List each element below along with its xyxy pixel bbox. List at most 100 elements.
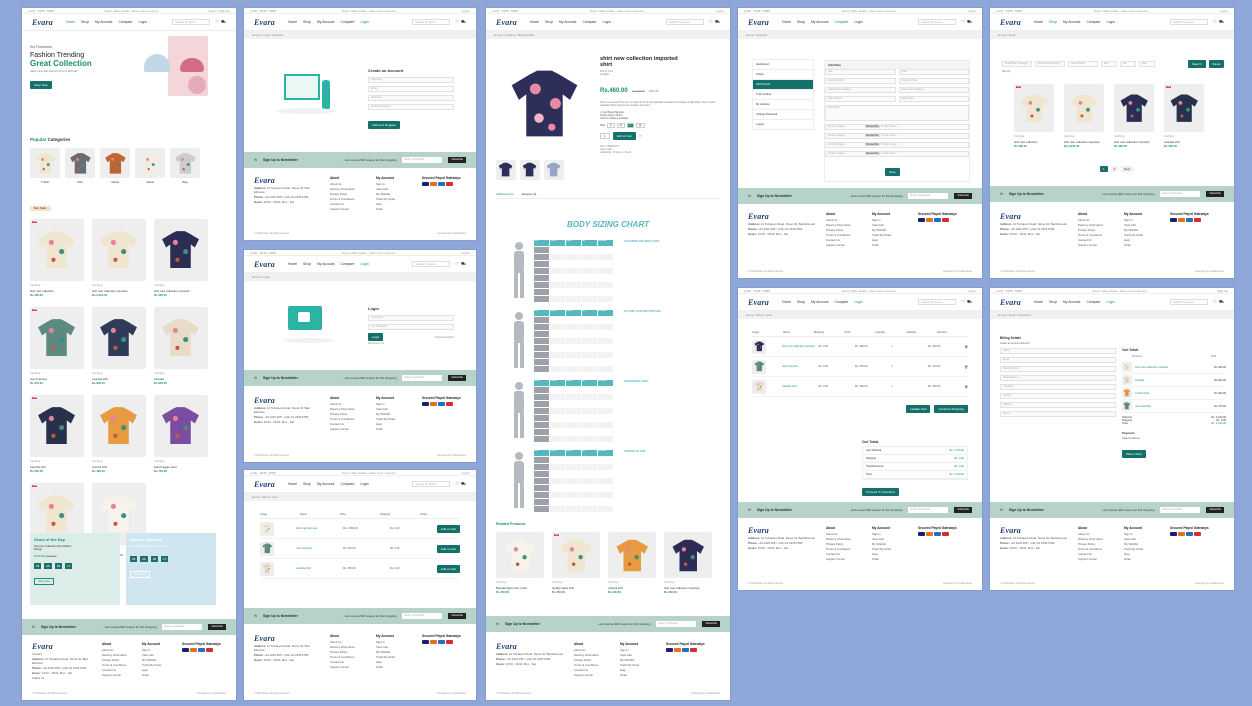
nav-compare[interactable]: Compare	[340, 20, 355, 24]
row-quantity[interactable]: 1	[891, 365, 893, 368]
footer-link[interactable]: Help	[376, 422, 382, 426]
heart-icon[interactable]: ♡	[961, 299, 965, 304]
footer-link[interactable]: Privacy Policy	[826, 228, 844, 232]
footer-link[interactable]: View Cart	[1124, 537, 1137, 541]
search-button[interactable]: Search	[1188, 60, 1206, 68]
product-image[interactable]: Hot	[30, 395, 84, 457]
newsletter-email-input[interactable]: Enter Your Email	[402, 375, 443, 381]
password-field[interactable]: Password	[368, 95, 454, 101]
product-image[interactable]: Hot	[552, 532, 600, 578]
nav-home[interactable]: Home	[66, 20, 76, 24]
cart-icon[interactable]: ⛟	[714, 19, 720, 24]
heart-icon[interactable]: ♡	[1213, 299, 1217, 304]
nav-compare[interactable]: Compare	[582, 20, 597, 24]
footer-link[interactable]: Contact Us	[826, 552, 840, 556]
add-to-cart-button[interactable]: Add to Cart	[436, 524, 460, 533]
quantity-stepper[interactable]: 1	[600, 133, 610, 139]
footer-link[interactable]: Delivery Information	[826, 223, 851, 227]
size-option[interactable]: XL	[636, 123, 645, 128]
product-image[interactable]: Hot	[1014, 84, 1054, 132]
product-card[interactable]: Clothing colorful shirt Rs.490.00	[92, 395, 146, 473]
choose-file-button[interactable]: Choose File	[864, 125, 880, 128]
thumbnail[interactable]	[520, 160, 540, 180]
footer-link[interactable]: Delivery Information	[574, 653, 599, 657]
footer-link[interactable]: Contact Us	[330, 660, 344, 664]
nav-home[interactable]: Home	[782, 300, 792, 304]
heart-icon[interactable]: ♡	[215, 19, 219, 24]
search-input[interactable]: Search for items...	[1170, 19, 1209, 25]
logo[interactable]: Evara	[254, 259, 275, 269]
footer-link[interactable]: View Cart	[376, 187, 389, 191]
footer-link[interactable]: Terms & Conditions	[1078, 233, 1103, 237]
billing-field[interactable]: Name	[1000, 348, 1116, 354]
product-name[interactable]: Hand baggie short	[154, 465, 177, 469]
footer-link[interactable]: About Us	[330, 640, 342, 644]
form-field[interactable]: Select Brand	[825, 96, 896, 102]
login-link[interactable]: Log In	[461, 250, 470, 255]
category-item[interactable]: Shirt	[65, 148, 95, 184]
newsletter-email-input[interactable]: Enter Your Email	[1160, 507, 1201, 513]
product-image[interactable]	[1064, 84, 1104, 132]
reset-button[interactable]: Reset	[1208, 60, 1225, 68]
nav-home[interactable]: Home	[288, 482, 298, 486]
newsletter-subscribe-button[interactable]: Subscribe	[448, 157, 466, 163]
filter-field[interactable]: Select Sub Category	[1035, 61, 1065, 67]
newsletter-subscribe-button[interactable]: Subscribe	[208, 624, 226, 630]
nav-login[interactable]: Login	[360, 20, 369, 24]
footer-link[interactable]: Help	[376, 202, 382, 206]
footer-link[interactable]: Privacy Policy	[330, 650, 348, 654]
product-image[interactable]	[154, 219, 208, 281]
save-product-button[interactable]: Save	[885, 168, 900, 176]
footer-link[interactable]: Sign In	[376, 182, 385, 186]
product-card[interactable]: Hot Clothing shirt new collection Rs.460.00	[30, 219, 84, 297]
add-to-cart-button[interactable]: Add to Cart	[436, 544, 460, 553]
logo[interactable]: Evara	[1000, 17, 1021, 27]
nav-shop[interactable]: Shop	[303, 482, 311, 486]
row-name[interactable]: Laurella shirt	[782, 385, 797, 388]
row-name[interactable]: shirt imported new	[296, 527, 318, 530]
footer-link[interactable]: Sign In	[872, 218, 881, 222]
heart-icon[interactable]: ♡	[455, 19, 459, 24]
footer-link[interactable]: View Cart	[376, 645, 389, 649]
footer-link[interactable]: Delivery Information	[330, 645, 355, 649]
footer-link[interactable]: Support Center	[330, 207, 349, 211]
footer-link[interactable]: Support Center	[574, 673, 593, 677]
row-quantity[interactable]: 1	[891, 345, 893, 348]
footer-link[interactable]: Contact Us	[330, 202, 344, 206]
nav-home[interactable]: Home	[1034, 300, 1044, 304]
nav-account[interactable]: My Account	[1062, 20, 1081, 24]
login-link[interactable]: Log In	[967, 288, 976, 293]
footer-link[interactable]: About Us	[1078, 218, 1090, 222]
nav-account[interactable]: My Account	[810, 300, 829, 304]
cart-icon[interactable]: ⛟	[966, 299, 972, 304]
update-cart-button[interactable]: Update Cart	[906, 405, 931, 413]
footer-link[interactable]: Privacy Policy	[574, 658, 592, 662]
logo[interactable]: Evara	[1000, 297, 1021, 307]
footer-link[interactable]: Track My Order	[872, 233, 892, 237]
cart-icon[interactable]: ⛟	[220, 19, 226, 24]
row-name[interactable]: new imported	[296, 547, 312, 550]
form-field[interactable]: Product Images Choose File No file chosen	[825, 151, 969, 157]
footer-link[interactable]: View Cart	[1124, 223, 1137, 227]
form-field[interactable]: Product Images Choose File No file chosen	[825, 124, 969, 130]
nav-shop[interactable]: Shop	[797, 300, 805, 304]
footer-link[interactable]: Help	[1124, 552, 1130, 556]
nav-home[interactable]: Home	[782, 20, 792, 24]
logo[interactable]: Evara	[254, 479, 275, 489]
heart-icon[interactable]: ♡	[455, 261, 459, 266]
footer-link[interactable]: Delivery Information	[330, 187, 355, 191]
footer-link[interactable]: Terms & Conditions	[574, 663, 599, 667]
form-field[interactable]: Select Sub Category	[898, 87, 969, 93]
cart-icon[interactable]: ⛟	[1218, 299, 1224, 304]
nav-account[interactable]: My Account	[94, 20, 113, 24]
heart-icon[interactable]: ♡	[638, 133, 643, 139]
product-card[interactable]: Hot Clothing Laurella shirt Rs.450.00	[30, 395, 84, 473]
footer-link[interactable]: My Wishlist	[872, 228, 887, 232]
footer-link[interactable]: Support Center	[330, 665, 349, 669]
footer-link[interactable]: About Us	[826, 532, 838, 536]
nav-account[interactable]: My Account	[810, 20, 829, 24]
product-name[interactable]: shirt new collection	[1014, 140, 1038, 144]
footer-link[interactable]: Contact Us	[330, 422, 344, 426]
